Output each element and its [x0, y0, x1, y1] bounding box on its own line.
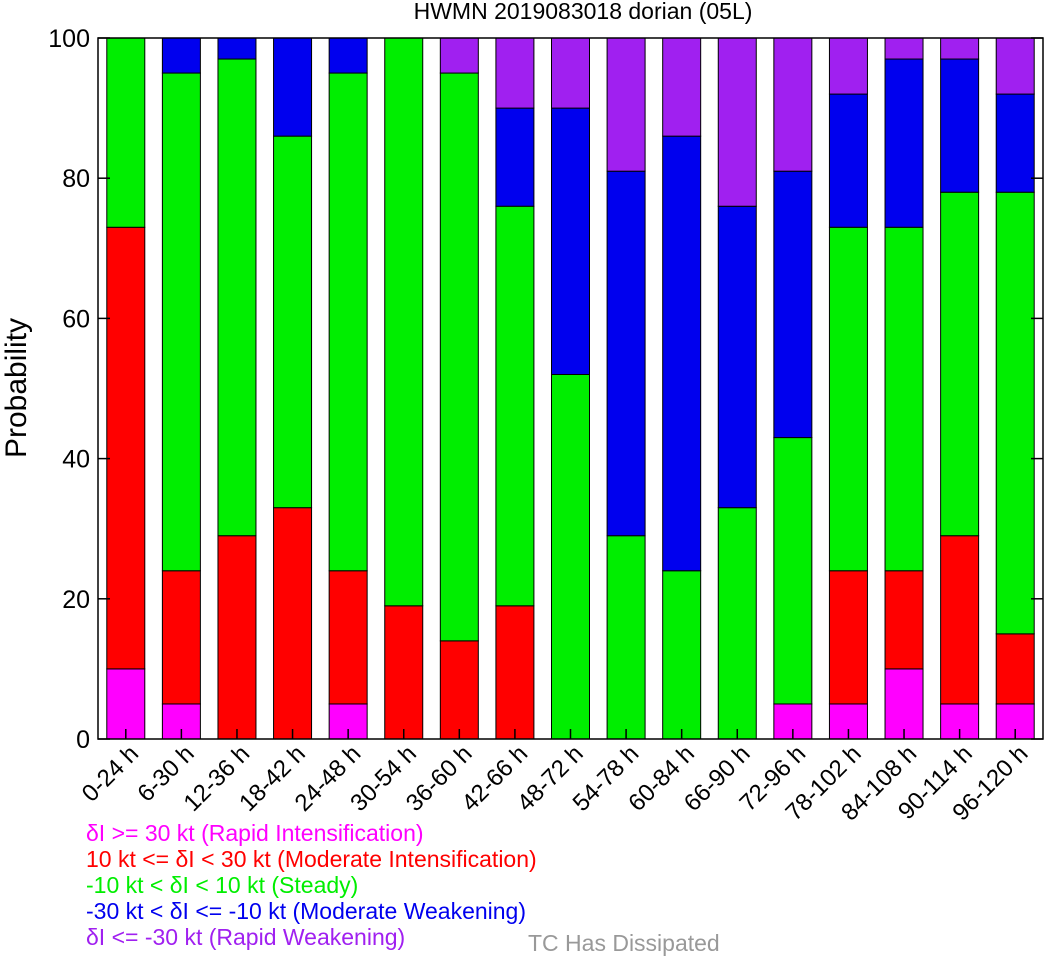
bar-segment-4-series-2 [273, 507, 313, 740]
y-tick-label: 100 [48, 25, 90, 53]
bar-segment-10-series-5 [606, 37, 646, 172]
bar-segment-5-series-2 [328, 570, 368, 705]
bar-segment-8-series-5 [495, 37, 535, 109]
bar-segment-14-series-3 [828, 226, 868, 572]
bar-segment-1-series-3 [106, 37, 146, 228]
bar-segment-9-series-4 [551, 107, 590, 375]
bar-segment-12-series-3 [717, 507, 757, 740]
bar-segment-15-series-5 [884, 37, 924, 60]
bar-segment-17-series-3 [995, 191, 1035, 635]
bar-segment-1-series-1 [106, 668, 146, 740]
bar-segment-15-series-1 [884, 668, 924, 740]
bar-segment-4-series-3 [273, 135, 313, 509]
bar-segment-17-series-4 [995, 93, 1035, 193]
bar-segment-15-series-3 [884, 226, 924, 572]
bar-segment-2-series-2 [161, 570, 201, 705]
bar-segment-7-series-5 [439, 37, 479, 74]
bar-segment-3-series-2 [217, 535, 257, 740]
bar-segment-8-series-2 [495, 605, 535, 740]
bar-segment-15-series-2 [884, 570, 924, 670]
legend-entry-3: -10 kt < δI < 10 kt (Steady) [86, 872, 359, 898]
legend-entry-5: δI <= -30 kt (Rapid Weakening) [86, 924, 406, 950]
bar-segment-3-series-3 [217, 58, 257, 537]
legend-entry-4: -30 kt < δI <= -10 kt (Moderate Weakenin… [86, 898, 527, 924]
bar-segment-3-series-4 [217, 37, 257, 60]
chart-title: HWMN 2019083018 dorian (05L) [414, 0, 753, 24]
y-axis-label: Probability [0, 318, 33, 458]
bar-segment-6-series-3 [384, 37, 424, 607]
bar-segment-16-series-2 [940, 535, 980, 705]
bar-segment-8-series-4 [495, 107, 535, 207]
bar-segment-12-series-5 [717, 37, 757, 207]
bar-segment-12-series-4 [717, 205, 757, 509]
x-tick-labels: 0-24 h6-30 h12-36 h18-42 h24-48 h30-54 h… [77, 740, 1034, 826]
bars-group [106, 37, 1035, 740]
bar-segment-8-series-3 [495, 205, 535, 607]
y-tick-label: 80 [62, 165, 90, 193]
bar-segment-9-series-5 [551, 37, 590, 109]
bar-segment-11-series-3 [662, 570, 702, 740]
bar-segment-16-series-4 [940, 58, 980, 193]
bar-segment-10-series-3 [606, 535, 646, 740]
bar-segment-17-series-5 [995, 37, 1035, 95]
bar-segment-5-series-3 [328, 72, 368, 572]
bar-segment-13-series-4 [773, 170, 813, 439]
bar-segment-13-series-5 [773, 37, 813, 172]
bar-segment-4-series-4 [273, 37, 313, 137]
bar-segment-1-series-2 [106, 226, 146, 670]
y-tick-label: 40 [62, 446, 90, 474]
bar-segment-14-series-4 [828, 93, 868, 228]
bar-segment-13-series-3 [773, 437, 813, 705]
bar-segment-7-series-2 [439, 640, 479, 740]
bar-segment-16-series-5 [940, 37, 980, 60]
legend-tc-dissipated: TC Has Dissipated [528, 930, 720, 956]
bar-segment-16-series-3 [940, 191, 980, 537]
bar-segment-6-series-2 [384, 605, 424, 740]
bar-segment-2-series-3 [161, 72, 201, 572]
y-tick-label: 60 [62, 305, 90, 333]
axes-group: 0 20 40 60 80 100 [48, 25, 1044, 754]
bar-segment-10-series-4 [606, 170, 646, 537]
bar-segment-17-series-2 [995, 633, 1035, 705]
bar-segment-9-series-3 [551, 373, 590, 740]
bar-segment-14-series-2 [828, 570, 868, 705]
bar-segment-7-series-3 [439, 72, 479, 642]
legend-entry-1: δI >= 30 kt (Rapid Intensification) [86, 820, 424, 846]
bar-segment-11-series-5 [662, 37, 702, 137]
y-tick-label: 0 [76, 726, 90, 754]
bar-segment-2-series-4 [161, 37, 201, 74]
bar-segment-11-series-4 [662, 135, 702, 572]
legend-entry-2: 10 kt <= δI < 30 kt (Moderate Intensific… [86, 846, 537, 872]
bar-segment-14-series-5 [828, 37, 868, 95]
y-tick-label: 20 [62, 586, 90, 614]
bar-segment-5-series-4 [328, 37, 368, 74]
bar-segment-15-series-4 [884, 58, 924, 228]
